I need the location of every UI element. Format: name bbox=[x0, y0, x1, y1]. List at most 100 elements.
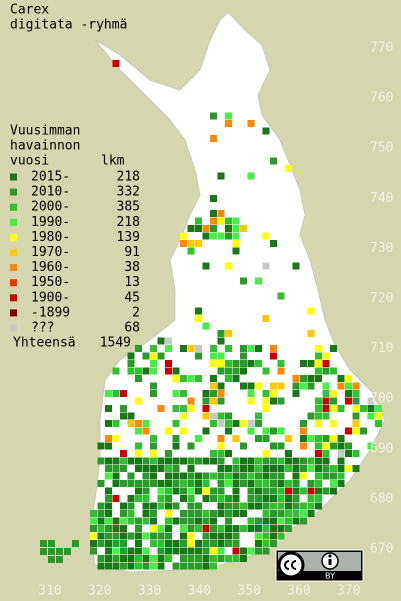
observation-square bbox=[217, 367, 225, 375]
observation-square bbox=[97, 510, 105, 517]
east-coordinate: 350 bbox=[237, 584, 260, 599]
observation-square bbox=[195, 472, 202, 480]
observation-square bbox=[247, 427, 255, 435]
observation-square bbox=[232, 367, 240, 375]
observation-square bbox=[292, 262, 300, 270]
observation-square bbox=[232, 465, 240, 472]
observation-square bbox=[232, 510, 240, 517]
observation-square bbox=[217, 435, 225, 442]
observation-square bbox=[225, 420, 232, 427]
observation-square bbox=[255, 382, 262, 390]
observation-square bbox=[127, 555, 135, 562]
observation-square bbox=[202, 225, 210, 232]
observation-square bbox=[330, 367, 337, 375]
observation-square bbox=[157, 532, 165, 540]
observation-square bbox=[135, 555, 142, 562]
observation-square bbox=[247, 547, 255, 555]
observation-square bbox=[262, 517, 270, 525]
observation-square bbox=[135, 465, 142, 472]
observation-square bbox=[262, 405, 270, 412]
observation-square bbox=[232, 225, 240, 232]
observation-square bbox=[285, 480, 292, 487]
observation-square bbox=[240, 360, 247, 367]
observation-square bbox=[285, 495, 292, 502]
observation-square bbox=[127, 367, 135, 375]
observation-square bbox=[217, 525, 225, 532]
observation-square bbox=[270, 157, 277, 165]
observation-square bbox=[127, 420, 135, 427]
observation-square bbox=[90, 525, 97, 532]
observation-square bbox=[217, 390, 225, 397]
observation-square bbox=[352, 427, 360, 435]
observation-square bbox=[105, 562, 112, 570]
observation-square bbox=[277, 427, 285, 435]
observation-square bbox=[142, 457, 150, 465]
observation-square bbox=[202, 510, 210, 517]
legend-heading: Vuusimman bbox=[10, 124, 80, 139]
observation-square bbox=[322, 472, 330, 480]
observation-square bbox=[277, 480, 285, 487]
east-coordinate: 330 bbox=[138, 584, 161, 599]
observation-square bbox=[157, 555, 165, 562]
observation-square bbox=[367, 397, 375, 405]
observation-square bbox=[345, 450, 352, 457]
observation-square bbox=[165, 487, 172, 495]
observation-square bbox=[277, 495, 285, 502]
observation-square bbox=[307, 382, 315, 390]
observation-square bbox=[225, 502, 232, 510]
observation-square bbox=[187, 487, 195, 495]
observation-square bbox=[225, 232, 232, 240]
observation-square bbox=[210, 217, 217, 225]
observation-square bbox=[360, 427, 367, 435]
observation-square bbox=[345, 375, 352, 382]
observation-square bbox=[217, 412, 225, 420]
observation-square bbox=[120, 480, 127, 487]
observation-square bbox=[337, 442, 345, 450]
observation-square bbox=[112, 532, 120, 540]
observation-square bbox=[210, 112, 217, 120]
observation-square bbox=[172, 375, 180, 382]
legend-count: 38 bbox=[124, 260, 140, 275]
observation-square bbox=[187, 555, 195, 562]
observation-square bbox=[217, 382, 225, 390]
observation-square bbox=[56, 556, 63, 563]
observation-square bbox=[165, 547, 172, 555]
observation-square bbox=[210, 510, 217, 517]
north-coordinate: 690 bbox=[370, 441, 393, 456]
observation-square bbox=[262, 397, 270, 405]
observation-square bbox=[142, 517, 150, 525]
observation-square bbox=[225, 525, 232, 532]
observation-square bbox=[195, 217, 202, 225]
observation-square bbox=[307, 487, 315, 495]
observation-square bbox=[210, 397, 217, 405]
observation-square bbox=[352, 412, 360, 420]
observation-square bbox=[142, 502, 150, 510]
observation-square bbox=[112, 435, 120, 442]
observation-square bbox=[48, 548, 55, 555]
legend-count: 218 bbox=[117, 170, 140, 185]
observation-square bbox=[157, 525, 165, 532]
observation-square bbox=[255, 525, 262, 532]
observation-square bbox=[210, 390, 217, 397]
observation-square bbox=[195, 517, 202, 525]
observation-square bbox=[240, 480, 247, 487]
observation-square bbox=[292, 495, 300, 502]
observation-square bbox=[232, 232, 240, 240]
east-coordinate: 310 bbox=[38, 584, 61, 599]
observation-square bbox=[112, 525, 120, 532]
observation-square bbox=[210, 352, 217, 360]
observation-square bbox=[337, 472, 345, 480]
observation-square bbox=[315, 397, 322, 405]
observation-square bbox=[300, 420, 307, 427]
license-text: BY bbox=[325, 572, 335, 581]
observation-square bbox=[330, 487, 337, 495]
observation-square bbox=[187, 397, 195, 405]
observation-square bbox=[247, 495, 255, 502]
observation-square bbox=[40, 540, 47, 547]
observation-square bbox=[232, 217, 240, 225]
observation-square bbox=[285, 525, 292, 532]
observation-square bbox=[262, 450, 270, 457]
observation-square bbox=[270, 502, 277, 510]
observation-square bbox=[172, 367, 180, 375]
observation-square bbox=[142, 495, 150, 502]
